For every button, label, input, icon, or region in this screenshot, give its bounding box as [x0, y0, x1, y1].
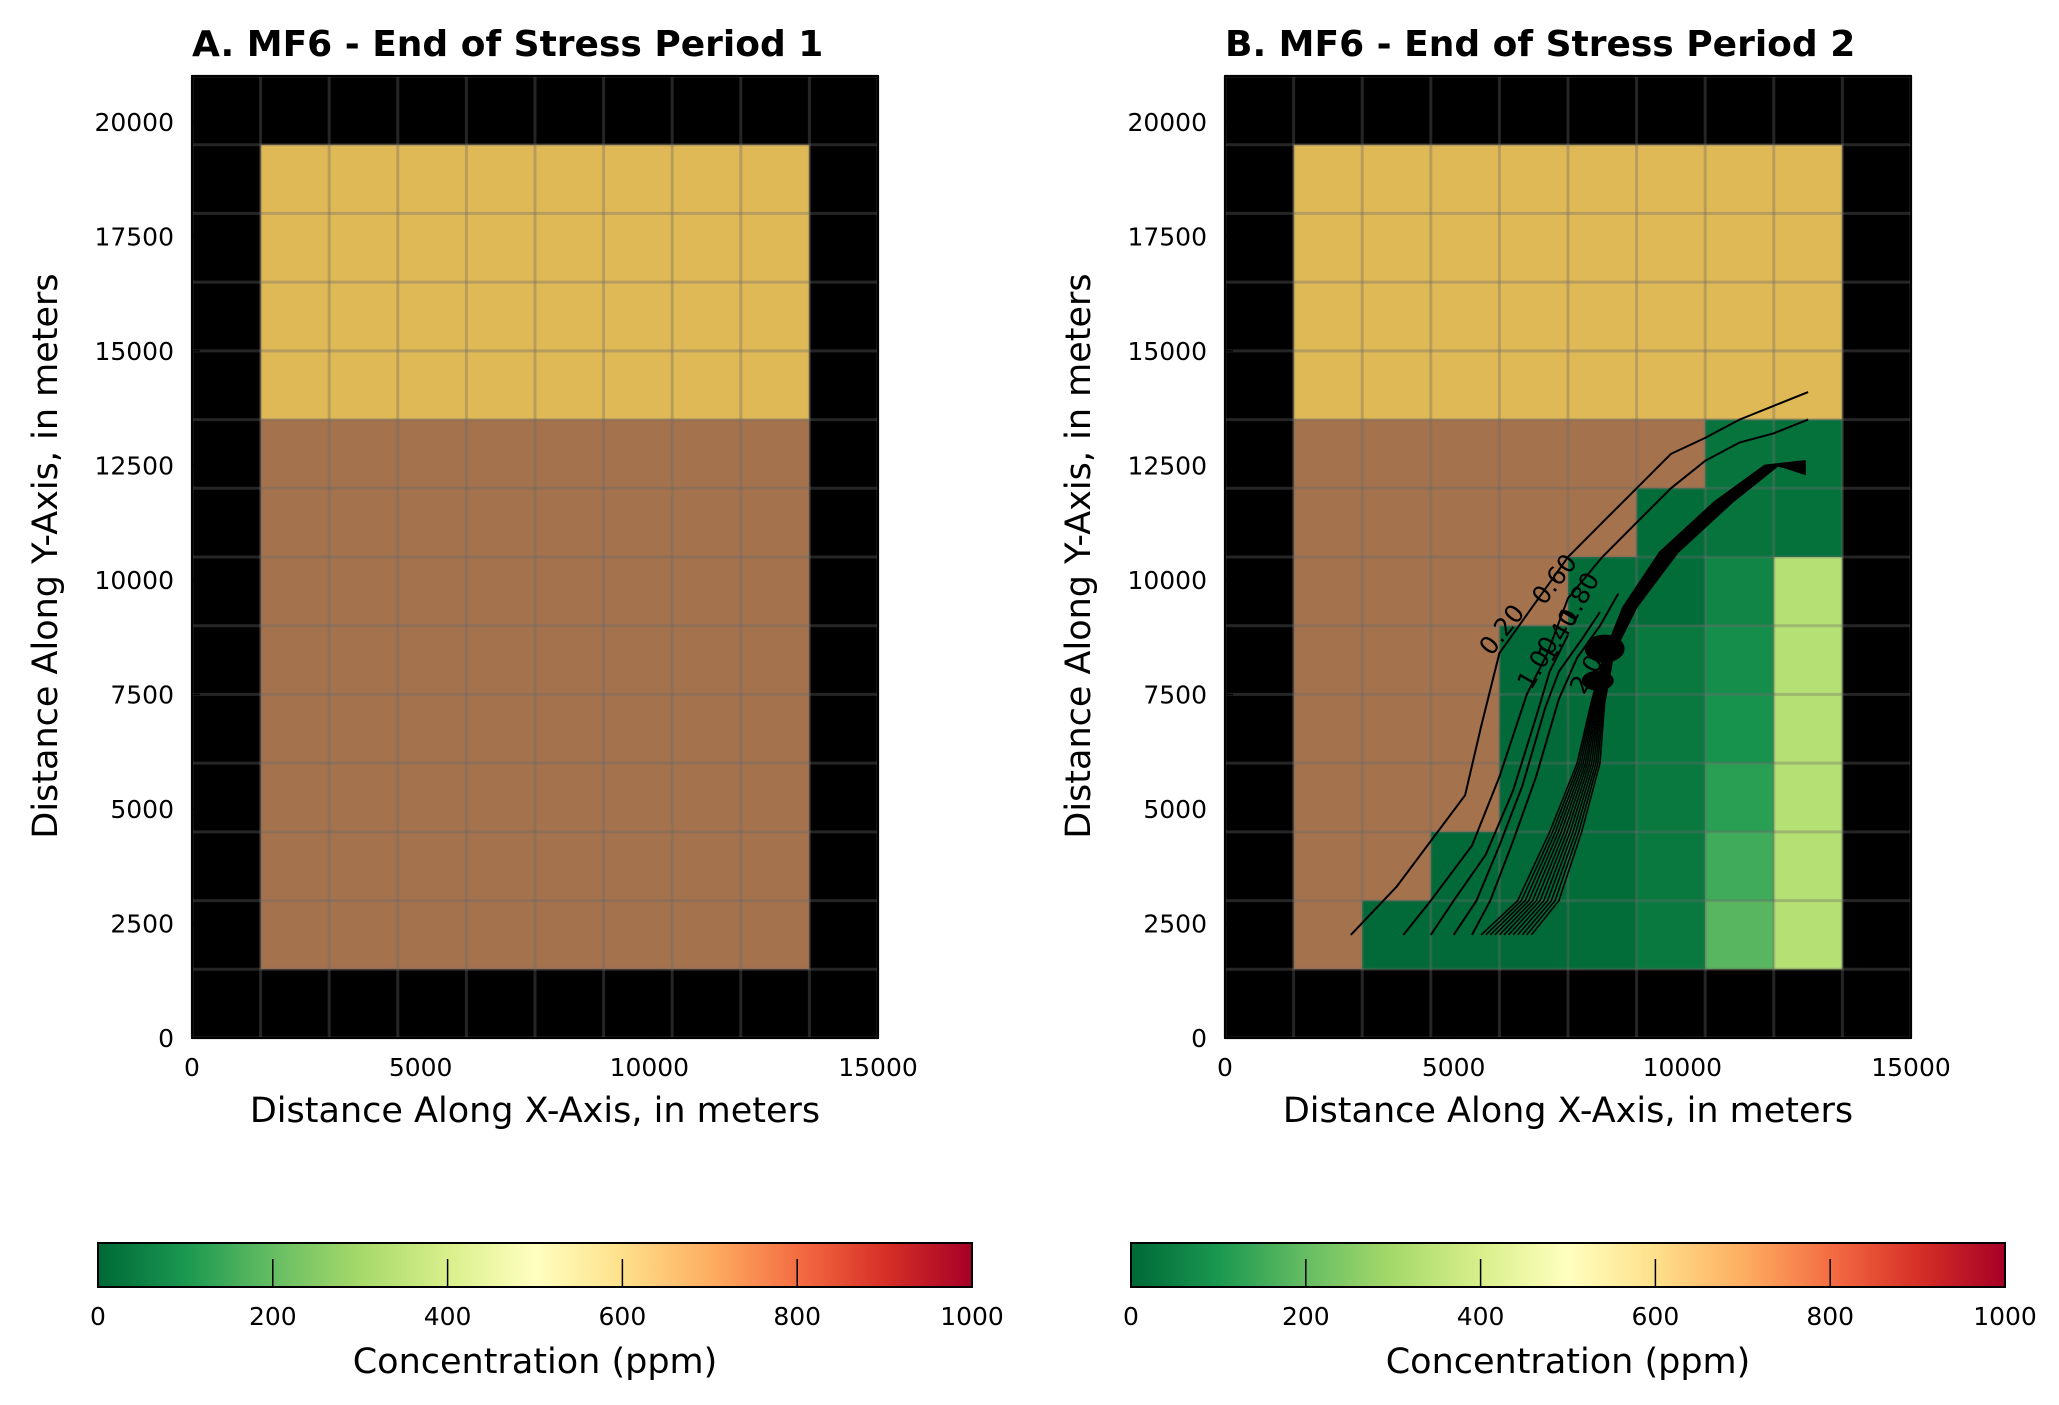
concentration-cell	[1705, 763, 1774, 832]
contour-line-1.40	[1452, 611, 1601, 936]
x-tick-label: 10000	[610, 1053, 690, 1082]
colorbar-gradient	[97, 1242, 973, 1288]
colorbar-tick-label: 800	[1806, 1302, 1854, 1331]
y-tick-label: 2500	[110, 909, 174, 938]
y-tick-label: 7500	[110, 680, 174, 709]
concentration-cell	[1773, 557, 1843, 970]
panel-b-x-axis-label: Distance Along X-Axis, in meters	[1283, 1091, 1853, 1131]
contour-line-1.80	[1471, 593, 1620, 936]
x-tick-label: 5000	[389, 1053, 453, 1082]
colorbar-tick-label: 400	[424, 1302, 472, 1331]
y-tick-label: 20000	[94, 108, 174, 137]
y-tick-label: 2500	[1143, 909, 1207, 938]
colorbar-tick-label: 200	[249, 1302, 297, 1331]
contour-label-cluster	[1584, 634, 1625, 663]
y-tick-label: 15000	[1127, 337, 1207, 366]
colorbar-tick-label: 1000	[940, 1302, 1004, 1331]
x-tick-label: 10000	[1643, 1053, 1723, 1082]
y-tick-label: 17500	[94, 222, 174, 251]
y-tick-label: 5000	[1143, 795, 1207, 824]
zone-upper-zone	[260, 144, 810, 420]
concentration-cell	[1705, 694, 1774, 764]
panel-b-plot-area: 0.200.601.001.401.802.00	[1223, 74, 1913, 1040]
contour-line-0.20	[1350, 391, 1809, 936]
panel-a-x-ticks: 0 5000 10000 15000	[184, 1030, 918, 1082]
panel-b: B. MF6 - End of Stress Period 2 0.200.60…	[1059, 24, 2037, 1382]
panel-a-y-axis-label: Distance Along Y-Axis, in meters	[26, 273, 66, 838]
concentration-cell	[1705, 557, 1774, 626]
concentration-cell	[1705, 625, 1774, 695]
contour-line-0.60	[1402, 418, 1809, 936]
y-tick-label: 12500	[1127, 451, 1207, 480]
colorbar-tick-label: 200	[1282, 1302, 1330, 1331]
y-tick-label: 20000	[1127, 108, 1207, 137]
concentration-cell	[1705, 900, 1774, 970]
colorbar-tick-label: 800	[773, 1302, 821, 1331]
colorbar-tick-label: 600	[1632, 1302, 1680, 1331]
y-tick-label: 10000	[94, 566, 174, 595]
x-tick-label: 5000	[1422, 1053, 1486, 1082]
y-tick-label: 15000	[94, 337, 174, 366]
concentration-cell	[1773, 419, 1843, 557]
contour-label-cluster	[1581, 670, 1614, 691]
panel-b-colorbar-label: Concentration (ppm)	[1386, 1342, 1751, 1382]
colorbar-tick-label: 1000	[1973, 1302, 2037, 1331]
colorbar-tick-label: 0	[1123, 1302, 1139, 1331]
y-tick-label: 7500	[1143, 680, 1207, 709]
x-tick-label: 15000	[838, 1053, 918, 1082]
colorbar-tick-label: 0	[90, 1302, 106, 1331]
zone-upper-zone	[1293, 144, 1843, 420]
x-tick-label: 0	[184, 1053, 200, 1082]
axes-frame	[1224, 75, 1912, 1039]
panel-a-plot-area	[190, 74, 880, 1040]
axes-frame	[191, 75, 879, 1039]
panel-a: A. MF6 - End of Stress Period 1 0 5000 100…	[26, 24, 1004, 1382]
panel-b-title: B. MF6 - End of Stress Period 2	[1225, 24, 1855, 65]
x-tick-label: 15000	[1871, 1053, 1951, 1082]
colorbar-tick-label: 600	[599, 1302, 647, 1331]
panel-b-colorbar: 0 200 400 600 800 1000	[1123, 1242, 2037, 1331]
y-tick-label: 17500	[1127, 222, 1207, 251]
colorbar-tick-label: 400	[1457, 1302, 1505, 1331]
y-tick-label: 10000	[1127, 566, 1207, 595]
concentration-cell	[1636, 625, 1706, 970]
panel-a-y-ticks: 0 2500 5000 7500 10000 12500 15000 17500 20000	[94, 108, 200, 1053]
panel-b-x-ticks: 0 5000 10000 15000	[1217, 1030, 1951, 1082]
contour-line-1.00	[1429, 634, 1569, 936]
concentration-cell	[1705, 831, 1774, 901]
zone-lower-zone	[260, 419, 810, 970]
panel-b-y-axis-label: Distance Along Y-Axis, in meters	[1059, 273, 1099, 838]
panel-a-x-axis-label: Distance Along X-Axis, in meters	[250, 1091, 820, 1131]
x-tick-label: 0	[1217, 1053, 1233, 1082]
panel-a-colorbar: 0 200 400 600 800 1000	[90, 1242, 1004, 1331]
y-tick-label: 5000	[110, 795, 174, 824]
y-tick-label: 12500	[94, 451, 174, 480]
y-tick-label: 0	[1191, 1024, 1207, 1053]
panel-a-colorbar-label: Concentration (ppm)	[353, 1342, 718, 1382]
panel-a-title: A. MF6 - End of Stress Period 1	[192, 24, 823, 65]
y-tick-label: 0	[158, 1024, 174, 1053]
colorbar-gradient	[1130, 1242, 2006, 1288]
panel-b-y-ticks: 0 2500 5000 7500 10000 12500 15000 17500 20000	[1127, 108, 1233, 1053]
